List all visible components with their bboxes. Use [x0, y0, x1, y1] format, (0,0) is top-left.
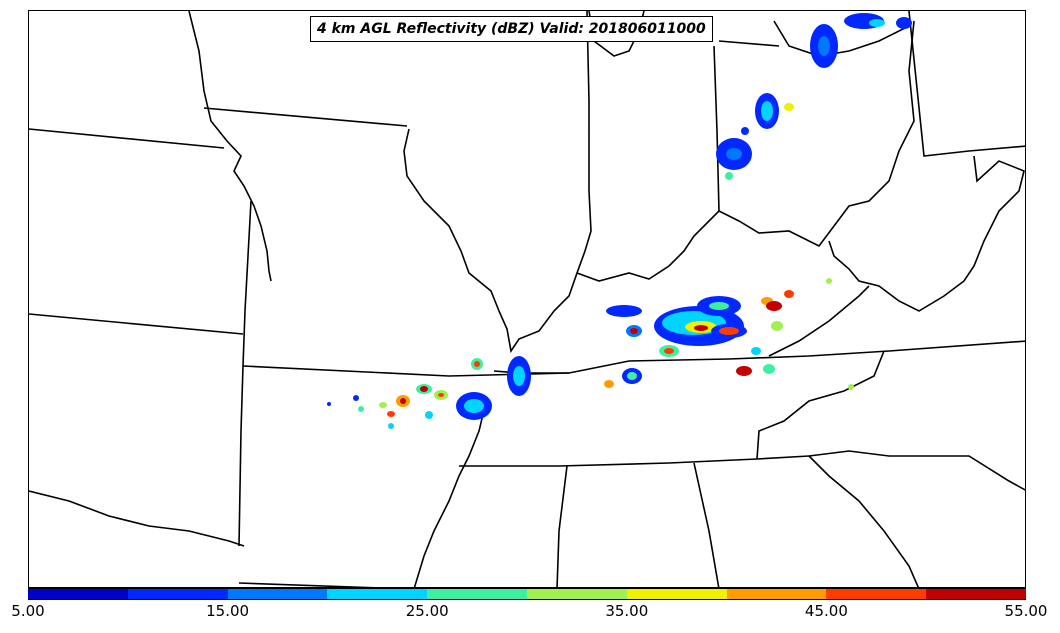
- colorbar-segment-6: [626, 589, 727, 599]
- border-alabama-georgia: [693, 462, 720, 587]
- colorbar-segment-5: [526, 589, 627, 599]
- border-indiana-ohio: [713, 45, 720, 212]
- colorbar-tick-label: 55.00: [1004, 602, 1048, 620]
- border-tennessee-nc: [756, 350, 885, 460]
- border-nc-sc: [808, 450, 1025, 491]
- colorbar-tick-label: 15.00: [206, 602, 250, 620]
- map-panel: [28, 10, 1026, 588]
- border-west-virginia: [828, 155, 1025, 312]
- border-kentucky-west: [493, 370, 569, 374]
- border-illinois: [403, 11, 592, 354]
- border-iowa-missouri: [29, 128, 225, 149]
- border-mississippi-alabama: [556, 465, 568, 587]
- colorbar-segment-8: [826, 589, 927, 599]
- border-georgia-south-carolina: [808, 455, 920, 587]
- border-missouri-west: [238, 200, 252, 547]
- lake-erie-shore: [773, 20, 910, 57]
- state-boundaries: [29, 11, 1025, 587]
- border-missouri-northeast: [188, 11, 272, 282]
- colorbar-segment-0: [28, 589, 128, 599]
- map-svg: [29, 11, 1025, 587]
- border-arkansas-louisiana: [238, 582, 376, 587]
- colorbar-segment-9: [926, 589, 1026, 599]
- border-ohio-river: [576, 20, 915, 282]
- colorbar-segment-7: [726, 589, 827, 599]
- border-arkansas-mississippi: [413, 405, 486, 587]
- colorbar-tick-label: 5.00: [11, 602, 45, 620]
- border-oklahoma-texas: [29, 490, 245, 547]
- colorbar-tick-label: 45.00: [804, 602, 848, 620]
- colorbar-segment-1: [127, 589, 228, 599]
- border-ohio-pennsylvania: [908, 11, 1025, 157]
- colorbar-tick-label: 35.00: [605, 602, 649, 620]
- border-kentucky-tennessee: [568, 340, 1025, 374]
- colorbar-tick-label: 25.00: [405, 602, 449, 620]
- border-michigan-ohio: [718, 40, 780, 47]
- colorbar: [28, 588, 1026, 600]
- colorbar-segment-2: [227, 589, 328, 599]
- colorbar-labels: 5.00 15.00 25.00 35.00 45.00 55.00: [0, 602, 1060, 624]
- reflectivity-echoes: [327, 13, 912, 429]
- colorbar-segment-4: [427, 589, 527, 599]
- map-title: 4 km AGL Reflectivity (dBZ) Valid: 20180…: [310, 16, 713, 42]
- border-illinois-north: [203, 107, 408, 127]
- colorbar-segment-3: [327, 589, 428, 599]
- border-kansas-oklahoma: [29, 313, 244, 335]
- border-tennessee-south: [459, 455, 810, 467]
- border-kentucky-virginia: [768, 285, 870, 357]
